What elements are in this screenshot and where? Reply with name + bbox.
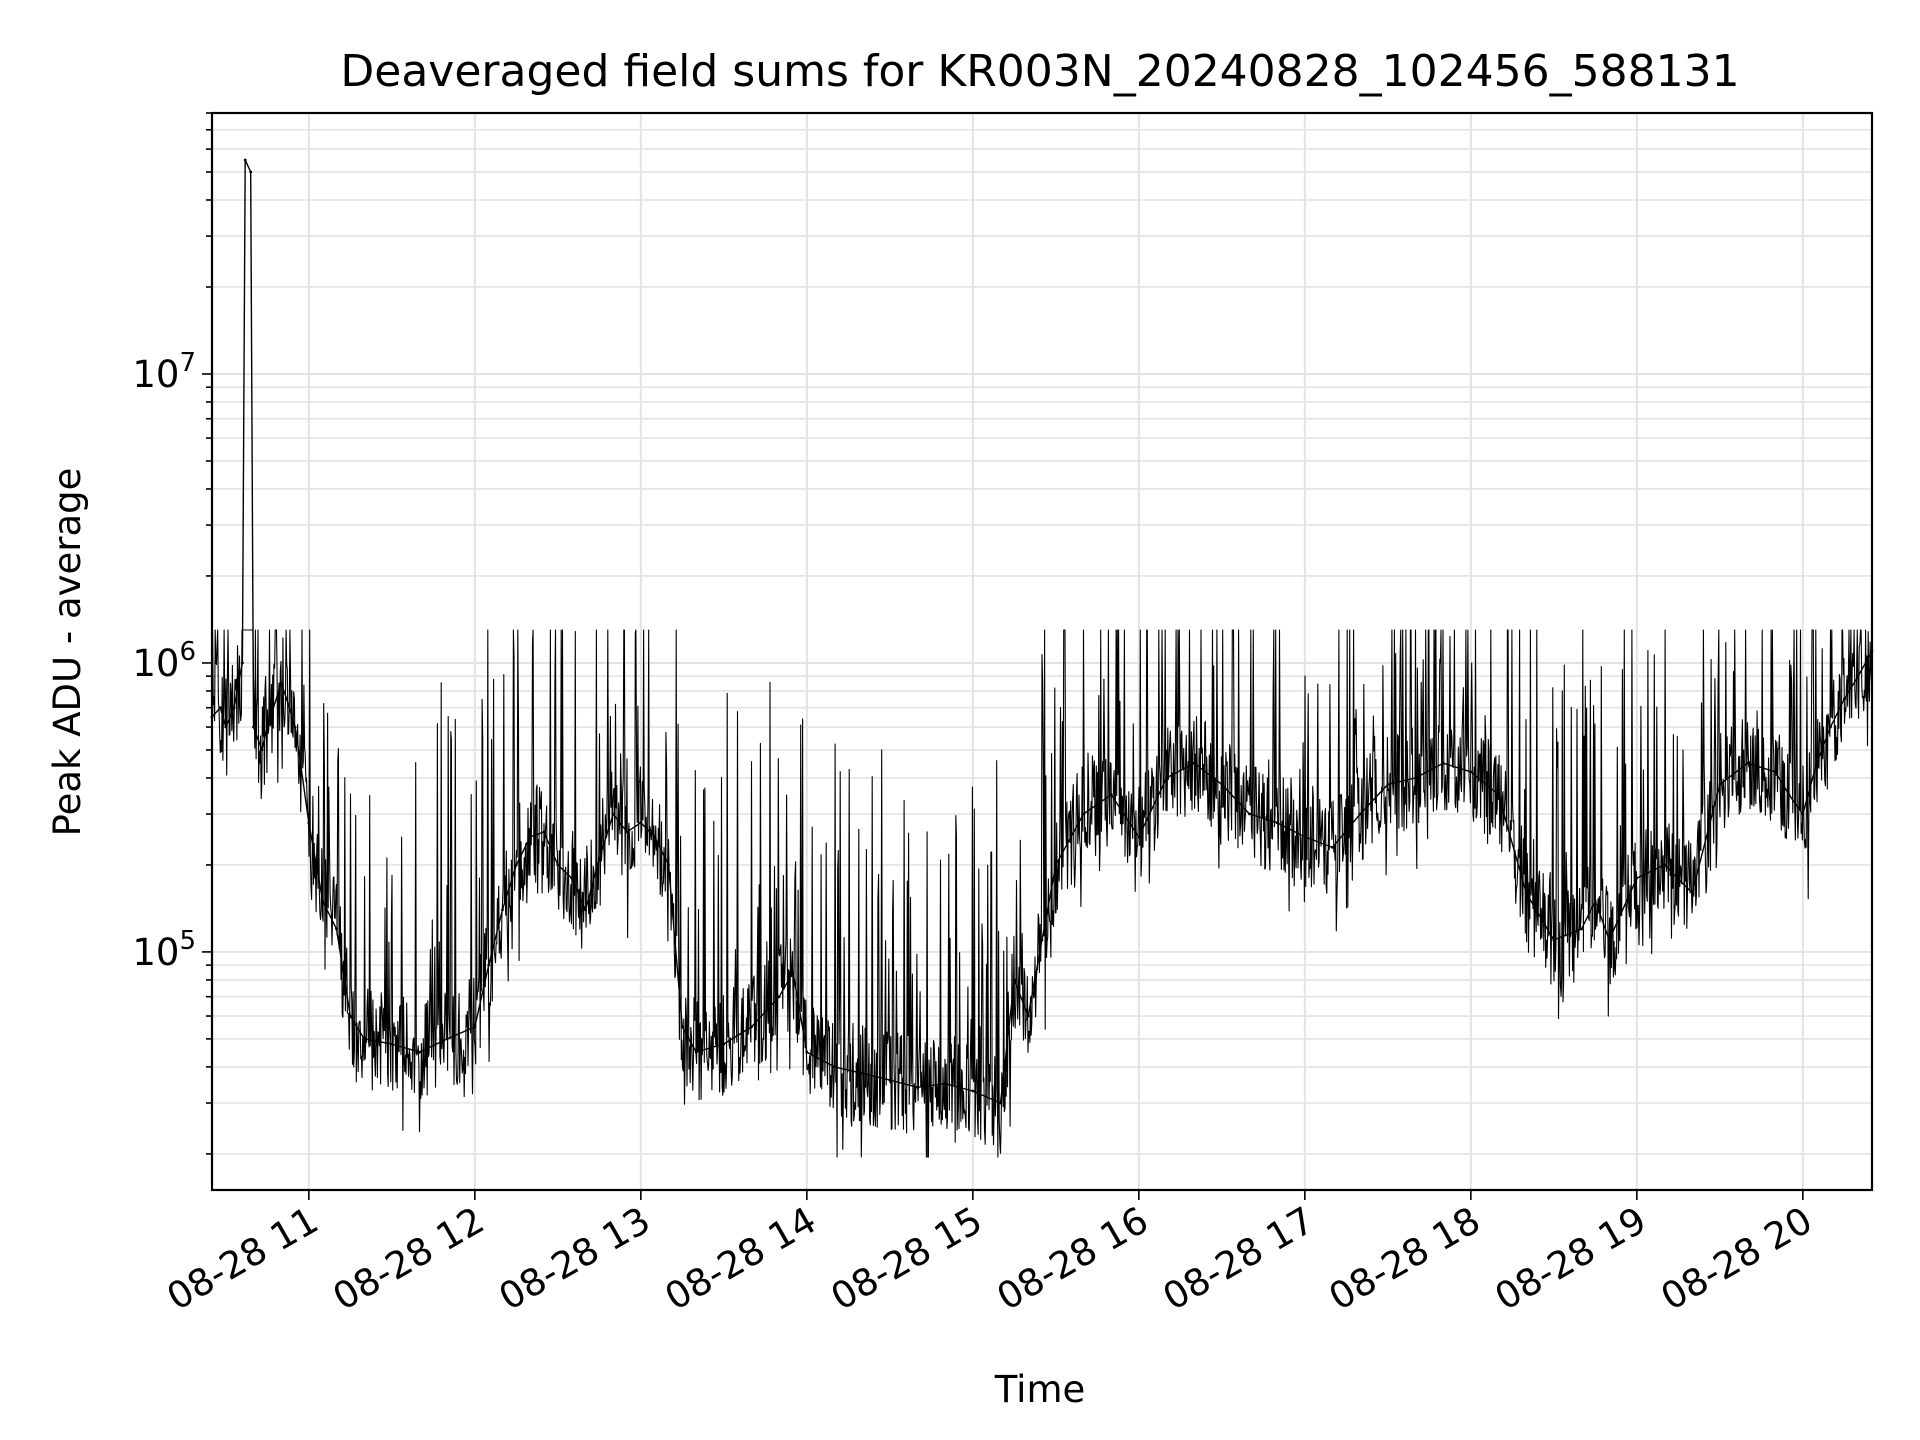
- data-point: [307, 821, 311, 825]
- data-point: [1593, 899, 1597, 903]
- data-point: [1497, 793, 1500, 797]
- data-point: [556, 863, 560, 867]
- data-point: [584, 908, 587, 912]
- data-point: [487, 963, 491, 967]
- data-point: [1012, 978, 1016, 982]
- data-point: [1773, 770, 1777, 774]
- data-point: [1358, 812, 1362, 816]
- chart-title: Deaveraged field sums for KR003N_2024082…: [340, 46, 1739, 97]
- data-point: [1275, 821, 1279, 825]
- data-point: [249, 170, 253, 174]
- data-point: [224, 725, 228, 729]
- data-point: [390, 1042, 394, 1046]
- data-point: [1829, 725, 1832, 729]
- data-point: [1054, 863, 1058, 867]
- data-point: [299, 761, 302, 765]
- data-point: [611, 812, 615, 816]
- data-point: [348, 1014, 352, 1018]
- data-point: [528, 835, 532, 839]
- data-point: [750, 1025, 753, 1029]
- data-point: [1801, 812, 1805, 816]
- series-layer: [210, 158, 1874, 1158]
- data-point: [265, 725, 269, 729]
- data-point: [1552, 938, 1556, 942]
- data-point: [1137, 835, 1141, 839]
- data-point: [833, 1065, 836, 1069]
- data-point: [1607, 938, 1611, 942]
- data-point: [1331, 846, 1334, 849]
- data-point: [680, 1025, 684, 1029]
- data-point: [418, 1050, 421, 1054]
- data-point: [1220, 783, 1224, 786]
- data-point: [1192, 761, 1196, 765]
- data-point: [1248, 812, 1251, 816]
- y-axis: 105 106 107: [132, 112, 212, 1155]
- y-axis-label: Peak ADU - average: [46, 468, 89, 837]
- data-point: [285, 697, 289, 701]
- data-point: [1414, 776, 1417, 780]
- data-point: [639, 821, 643, 825]
- data-point: [514, 863, 518, 867]
- data-point: [542, 830, 546, 834]
- data-point: [791, 970, 795, 974]
- y-tick-label: 106: [132, 637, 196, 685]
- data-point: [971, 1089, 975, 1093]
- data-point: [1663, 863, 1666, 867]
- data-point: [777, 995, 781, 999]
- data-point: [241, 661, 244, 665]
- data-point: [1441, 761, 1445, 765]
- data-point: [1040, 938, 1044, 942]
- data-point: [597, 857, 601, 861]
- data-point: [1746, 761, 1749, 765]
- data-point: [1082, 812, 1085, 816]
- data-point: [1303, 835, 1307, 839]
- data-point: [260, 748, 264, 752]
- data-point: [1026, 1014, 1030, 1018]
- data-point: [293, 725, 297, 729]
- data-point: [570, 876, 574, 880]
- data-point: [1815, 761, 1819, 765]
- data-point: [501, 908, 504, 912]
- data-point: [625, 830, 629, 834]
- data-point: [1109, 793, 1113, 797]
- data-point: [1165, 776, 1168, 780]
- data-point: [999, 1101, 1002, 1105]
- data-point: [888, 1078, 892, 1082]
- data-point: [1469, 770, 1473, 774]
- data-point: [218, 706, 222, 710]
- data-point: [653, 835, 657, 839]
- data-point: [1524, 891, 1528, 895]
- data-point: [473, 1025, 477, 1029]
- series-noise-line: [211, 629, 1873, 1158]
- data-point: [1718, 783, 1722, 786]
- data-point: [321, 899, 325, 903]
- data-point: [722, 1042, 726, 1046]
- data-point: [279, 681, 283, 685]
- data-point: [362, 1037, 366, 1041]
- data-point: [1787, 793, 1791, 797]
- data-point: [1386, 783, 1390, 786]
- data-point: [1580, 927, 1583, 931]
- x-axis-label: Time: [994, 1368, 1086, 1411]
- data-point: [1635, 876, 1639, 880]
- data-point: [1690, 891, 1694, 895]
- data-point: [445, 1037, 449, 1041]
- data-point: [860, 1071, 864, 1075]
- data-point: [916, 1085, 919, 1089]
- data-point: [667, 863, 670, 867]
- data-point: [1842, 697, 1846, 701]
- data-point: [694, 1050, 698, 1054]
- data-point: [805, 1050, 809, 1054]
- data-point: [232, 706, 236, 710]
- data-point: [252, 725, 255, 729]
- plot-frame: [210, 111, 1874, 1192]
- y-tick-label: 105: [132, 926, 196, 974]
- data-point: [335, 927, 338, 931]
- data-point: [943, 1082, 947, 1086]
- data-point: [1856, 674, 1860, 678]
- data-point: [243, 158, 247, 162]
- y-tick-label: 107: [132, 348, 196, 396]
